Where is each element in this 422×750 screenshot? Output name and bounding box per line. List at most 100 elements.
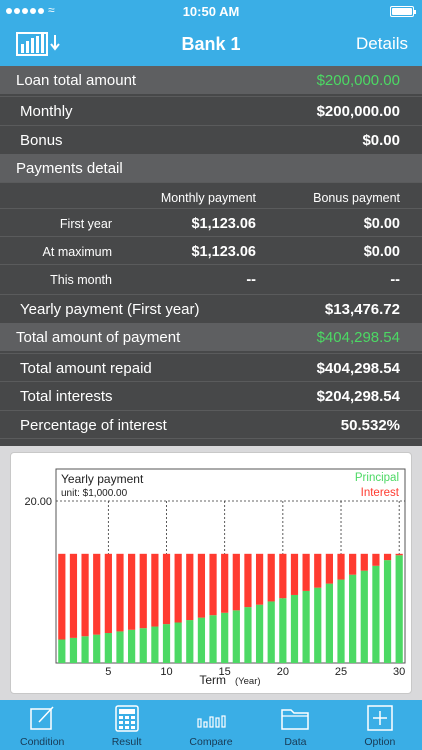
interest-bar	[197, 553, 206, 618]
interest-bar	[349, 553, 357, 575]
row-label: First year	[59, 217, 112, 231]
legend-interest: Interest	[361, 487, 400, 499]
col-bonus-payment: Bonus payment	[313, 191, 400, 205]
principal-bar	[197, 617, 206, 663]
principal-bar	[69, 637, 78, 663]
row-label: This month	[50, 273, 112, 287]
principal-bar	[244, 607, 252, 663]
interest-bar	[302, 553, 310, 591]
interest-bar	[360, 553, 368, 571]
tab-label: Result	[111, 736, 142, 748]
principal-bar	[116, 631, 124, 663]
battery-icon	[390, 6, 416, 17]
total-payment-value: $404,298.54	[316, 329, 400, 346]
principal-bar	[128, 629, 136, 663]
total-interests-row: Total interests $204,298.54	[0, 381, 422, 409]
interest-bar	[209, 553, 217, 616]
plus-box-icon	[367, 705, 393, 731]
monthly-row: Monthly $200,000.00	[0, 96, 422, 124]
yearly-payment-value: $13,476.72	[324, 301, 400, 318]
interest-bar	[395, 553, 403, 556]
principal-bar	[162, 624, 171, 663]
principal-bar	[255, 604, 264, 663]
total-interests-value: $204,298.54	[316, 388, 400, 405]
x-tick-label: 25	[335, 666, 347, 678]
bonus-row: Bonus $0.00	[0, 125, 422, 153]
details-button[interactable]: Details	[356, 34, 408, 53]
tab-compare[interactable]: Compare	[169, 700, 253, 750]
principal-bar	[290, 594, 299, 663]
x-axis-label: Term	[199, 673, 226, 687]
interest-bar	[383, 553, 392, 561]
bonus-label: Bonus	[20, 132, 63, 149]
principal-bar	[395, 555, 403, 663]
interest-percentage-row: Percentage of interest 50.532%	[0, 410, 422, 438]
interest-bar	[221, 553, 229, 613]
loan-total-row: Loan total amount $200,000.00	[0, 66, 422, 94]
principal-bar	[267, 601, 275, 663]
nav-bar: Bank 1 Details	[0, 22, 422, 66]
total-repaid-label: Total amount repaid	[20, 360, 152, 377]
yearly-payment-row: Yearly payment (First year) $13,476.72	[0, 294, 422, 322]
monthly-label: Monthly	[20, 103, 73, 120]
row-monthly-value: $1,123.06	[191, 216, 256, 232]
interest-bar	[104, 553, 112, 634]
interest-bar	[232, 553, 240, 611]
interest-bar	[139, 553, 147, 629]
chart-unit: unit: $1,000.00	[61, 488, 128, 499]
principal-bar	[302, 590, 310, 663]
interest-bar	[174, 553, 182, 623]
interest-bar	[116, 553, 124, 632]
principal-bar	[58, 639, 66, 663]
table-row: First year $1,123.06 $0.00	[0, 208, 422, 236]
chart-export-button[interactable]	[16, 30, 62, 58]
total-payment-row: Total amount of payment $404,298.54	[0, 323, 422, 351]
principal-bar	[360, 570, 368, 663]
chart-area: 20.00 5 10 15 20 25 30 Term (Year) Yearly payment…	[0, 446, 422, 700]
x-tick-label: 20	[277, 666, 289, 678]
calculator-icon	[114, 705, 139, 732]
principal-bar	[372, 565, 380, 663]
interest-bar	[244, 553, 252, 608]
principal-bar	[279, 598, 287, 663]
interest-bar	[337, 553, 345, 580]
status-time: 10:50 AM	[182, 4, 240, 19]
tab-bar: Condition Result Compare Data	[0, 700, 422, 750]
tab-condition[interactable]: Condition	[0, 700, 84, 750]
interest-bar	[290, 553, 299, 595]
chart-title: Yearly payment	[61, 472, 144, 486]
payments-detail-header: Payments detail	[0, 154, 422, 182]
signal-strength-icon	[6, 8, 44, 14]
tab-result[interactable]: Result	[84, 700, 168, 750]
tab-label: Data	[284, 736, 307, 748]
interest-bar	[93, 553, 101, 635]
folder-icon	[281, 709, 310, 730]
principal-bar	[104, 633, 112, 663]
row-bonus-value: $0.00	[363, 244, 400, 260]
interest-percentage-value: 50.532%	[340, 417, 400, 434]
interest-bar	[372, 553, 380, 566]
principal-bar	[383, 560, 392, 663]
principal-bar	[221, 612, 229, 663]
row-bonus-value: $0.00	[363, 216, 400, 232]
principal-bar	[81, 636, 89, 663]
interest-bar	[314, 553, 322, 588]
tab-option[interactable]: Option	[338, 700, 422, 750]
x-axis-unit: (Year)	[235, 676, 261, 687]
interest-bar	[162, 553, 171, 625]
total-repaid-value: $404,298.54	[316, 360, 400, 377]
payments-detail-label: Payments detail	[16, 160, 123, 177]
interest-bar	[128, 553, 136, 630]
yearly-payment-label: Yearly payment (First year)	[20, 301, 200, 318]
interest-bar	[81, 553, 89, 637]
principal-bar	[314, 587, 322, 663]
tab-data[interactable]: Data	[253, 700, 337, 750]
interest-bar	[151, 553, 159, 627]
total-interests-label: Total interests	[20, 388, 113, 405]
total-repaid-row: Total amount repaid $404,298.54	[0, 353, 422, 381]
yearly-payment-chart: 20.00 5 10 15 20 25 30 Term (Year) Yearly payment…	[10, 452, 412, 694]
x-tick-label: 5	[105, 666, 111, 678]
principal-bar	[186, 620, 194, 663]
principal-bar	[209, 615, 217, 663]
edit-icon	[30, 706, 54, 730]
